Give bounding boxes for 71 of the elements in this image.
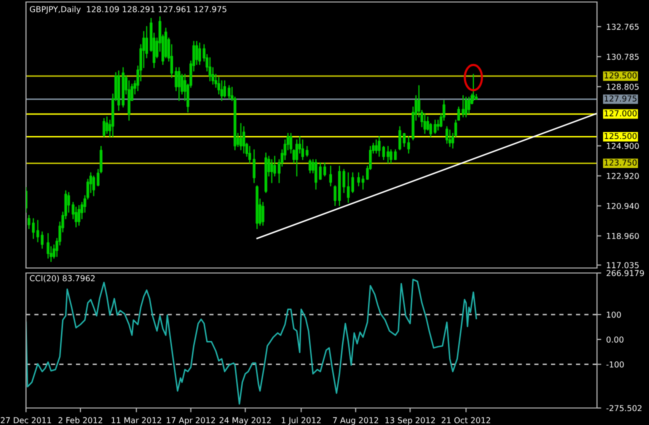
candlestick: [398, 126, 402, 150]
ref-line-label: 127.975: [604, 95, 636, 102]
candlestick: [329, 166, 332, 186]
y-tick-label: 117.035: [606, 262, 639, 268]
candlestick: [423, 113, 426, 134]
candlestick: [239, 123, 242, 150]
candlestick: [308, 159, 312, 174]
candlestick: [36, 220, 40, 242]
candlestick: [252, 149, 256, 184]
candlestick: [242, 126, 246, 154]
candlestick: [462, 95, 464, 118]
y-tick-label: 120.940: [606, 202, 639, 210]
y-tick-label: -275.502: [606, 405, 642, 412]
ref-line-label: 127.000: [604, 110, 637, 116]
ref-line-label: 125.500: [604, 132, 637, 140]
y-tick-label: 118.960: [606, 232, 639, 240]
candlestick: [270, 159, 274, 184]
chart-title: CCI(20) 83.7962: [30, 275, 95, 282]
candlestick: [102, 118, 106, 138]
y-tick-label: 122.920: [606, 172, 639, 180]
candlestick: [220, 80, 224, 102]
candlestick: [264, 152, 268, 194]
candlestick: [106, 116, 108, 134]
chart-title: GBPJPY,Daily 128.109 128.291 127.961 127.975: [30, 6, 226, 14]
x-tick-label: 2 Feb 2012: [58, 417, 102, 424]
y-tick-label: 124.900: [606, 142, 639, 150]
candlestick: [198, 42, 202, 65]
candlestick: [378, 136, 381, 157]
y-tick-label: 0.00: [606, 336, 624, 343]
candlestick: [323, 162, 326, 177]
candlestick: [295, 139, 298, 177]
candlestick: [374, 139, 378, 154]
x-tick-label: 7 Aug 2012: [333, 417, 378, 425]
candlestick: [117, 70, 120, 111]
x-tick-label: 1 Jul 2012: [282, 417, 321, 425]
x-tick-label: 17 Apr 2012: [166, 417, 215, 425]
ref-line-label: 123.750: [604, 160, 637, 166]
candlestick: [40, 231, 44, 249]
x-tick-label: 21 Oct 2012: [442, 417, 490, 424]
y-tick-label: 128.805: [606, 84, 639, 90]
candlestick: [390, 149, 392, 164]
candlestick: [346, 172, 350, 203]
ref-line-label: 129.500: [604, 72, 637, 78]
y-tick-label: 100: [606, 312, 621, 318]
candlestick: [448, 130, 452, 147]
candlestick: [78, 205, 80, 226]
candlestick: [434, 120, 436, 134]
y-tick-label: 132.765: [606, 24, 639, 30]
candlestick: [223, 80, 226, 98]
candlestick: [468, 96, 470, 114]
candlestick: [46, 233, 50, 259]
candlestick: [464, 96, 468, 118]
candlestick: [256, 185, 258, 230]
y-tick-label: 266.9179: [606, 270, 644, 276]
x-tick-label: 24 May 2012: [220, 417, 271, 425]
x-tick-label: 11 Mar 2012: [112, 417, 162, 424]
candlestick: [446, 126, 448, 144]
candlestick: [301, 139, 304, 160]
candlestick: [122, 67, 124, 108]
candlestick: [262, 202, 264, 226]
y-tick-label: 130.785: [606, 54, 639, 60]
y-tick-label: -100: [606, 361, 624, 368]
candlestick: [351, 172, 354, 194]
x-tick-label: 27 Dec 2011: [0, 417, 51, 424]
candlestick: [407, 136, 410, 154]
candlestick: [402, 132, 406, 147]
candlestick: [178, 67, 180, 102]
candlestick: [208, 57, 212, 82]
x-tick-label: 13 Sep 2012: [385, 417, 435, 425]
candlestick: [32, 218, 35, 239]
candlestick: [314, 159, 318, 190]
